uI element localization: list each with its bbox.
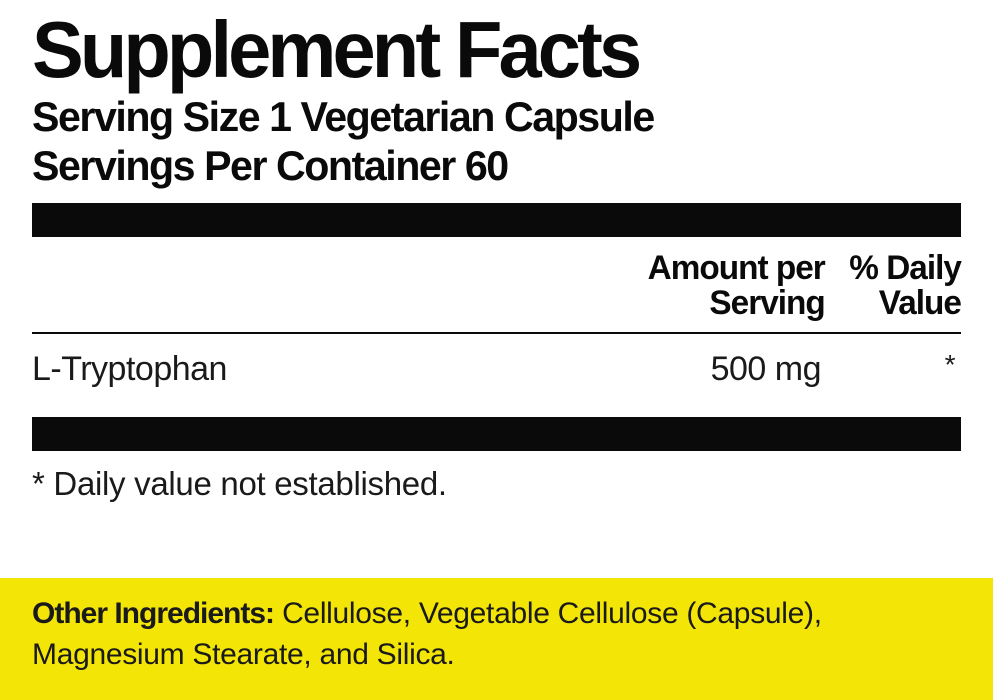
dv-header-line1: % Daily — [849, 251, 961, 287]
ingredient-amount: 500 mg — [631, 350, 871, 389]
servings-per-container-line: Servings Per Container 60 — [32, 143, 942, 188]
other-ingredients: Other Ingredients: Cellulose, Vegetable … — [32, 594, 961, 675]
facts-body: Supplement Facts Serving Size 1 Vegetari… — [0, 0, 993, 527]
ingredient-dv: * — [871, 349, 961, 381]
amount-header-line1: Amount per — [648, 251, 825, 287]
dv-header-line2: Value — [849, 286, 961, 322]
divider-bar-top — [32, 203, 961, 237]
ingredient-row: L-Tryptophan 500 mg * — [32, 334, 961, 403]
daily-value-header: % Daily Value — [849, 251, 961, 322]
dv-footnote: * Daily value not established. — [32, 451, 961, 527]
other-ingredients-label: Other Ingredients: — [32, 597, 274, 630]
serving-size-line: Serving Size 1 Vegetarian Capsule — [32, 94, 942, 139]
supplement-facts-panel: Supplement Facts Serving Size 1 Vegetari… — [0, 0, 993, 700]
amount-header-line2: Serving — [648, 286, 825, 322]
column-headers: Amount per Serving % Daily Value — [32, 237, 961, 332]
panel-title: Supplement Facts — [32, 0, 933, 90]
divider-bar-bottom — [32, 417, 961, 451]
ingredient-name: L-Tryptophan — [32, 350, 631, 389]
amount-per-serving-header: Amount per Serving — [648, 251, 825, 322]
other-ingredients-band: Other Ingredients: Cellulose, Vegetable … — [0, 578, 993, 700]
